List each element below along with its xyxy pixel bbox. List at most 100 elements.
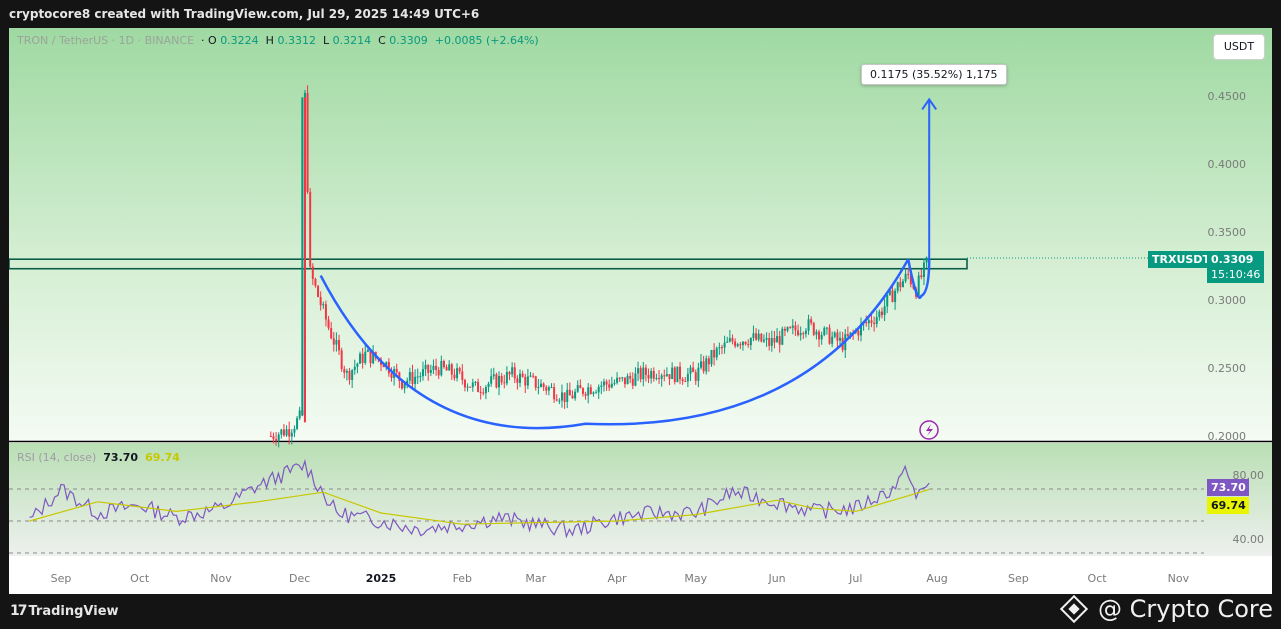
candle-body [831,336,834,344]
candle-body [463,380,466,388]
candle-body [487,383,490,388]
candle-body [584,393,587,396]
candle-body [639,368,642,380]
candle-body [857,330,860,336]
handle-curve[interactable] [906,258,931,299]
candle-body [600,385,603,387]
candle-body [351,369,354,380]
ohlc-legend[interactable]: TRON / TetherUS · 1D · BINANCE · O 0.322… [17,34,539,47]
candle-body [369,349,372,364]
lightning-icon[interactable] [919,420,939,440]
resistance-zone[interactable] [9,258,968,270]
candle-body [634,373,637,386]
candle-body [513,367,516,379]
currency-button[interactable]: USDT [1213,34,1265,60]
candle-body [783,328,786,331]
candle-body [372,351,375,364]
price-axis-label: 0.3500 [1208,226,1247,239]
candle-body [880,311,883,316]
candle-body [849,332,852,336]
candle-body [747,344,750,346]
candle-body [479,391,482,393]
cup-curve[interactable] [319,258,910,430]
candle-body [450,364,453,375]
time-axis-label: May [684,572,707,585]
candle-body [592,392,595,394]
rsi-legend[interactable]: RSI (14, close) 73.70 69.74 [17,451,180,464]
candle-body [650,370,653,379]
candle-body [322,304,325,306]
price-axis-label: 0.2000 [1208,430,1247,443]
candle-body [429,370,432,373]
candle-body [739,344,742,346]
footer-bar: 17 TradingView @ Crypto Core [0,594,1281,629]
candle-body [757,333,760,340]
candle-body [503,382,506,384]
candle-body [477,381,480,392]
candle-body [755,333,758,340]
candle-body [773,338,776,343]
time-axis-label: Nov [210,572,232,585]
time-axis-label: Nov [1168,572,1190,585]
candle-body [495,374,498,388]
candle-body [385,362,388,368]
chart-panel[interactable]: 0.4500 0.4000 0.3500 0.3000 0.2500 0.2000 Sep… [9,28,1272,594]
candle-body [888,290,891,295]
candle-body [395,368,398,373]
last-price-tag: 0.3309 [1207,251,1264,268]
measure-label[interactable]: 0.1175 (35.52%) 1,175 [861,64,1007,85]
candle-body [686,373,689,382]
candle-body [684,381,687,383]
candle-body [878,311,881,318]
candle-body [637,368,640,374]
candle-body [825,327,828,329]
candle-body [272,436,275,440]
candle-body [540,383,542,388]
candle-body [516,378,519,383]
candle-body [545,387,548,391]
candle-body [621,377,624,379]
candle-body [613,382,616,384]
candle-body [521,373,524,377]
symbol-title: TRON / TetherUS · 1D · BINANCE [17,34,195,47]
candle-body [490,376,493,384]
candle-body [886,294,889,307]
candle-body [574,391,577,399]
rsi-axis-label-40: 40.00 [1232,533,1265,546]
candle-body [804,330,807,334]
candle-body [610,383,613,388]
candle-body [511,367,514,375]
tradingview-logo[interactable]: 17 TradingView [10,603,119,619]
candle-body [390,373,393,378]
candle-body [589,387,592,394]
candle-body [720,347,723,349]
candle-body [571,395,574,399]
candle-body [760,333,763,342]
candle-body [537,387,540,389]
rsi-value-tag: 73.70 [1207,479,1249,496]
candle-body [432,365,435,371]
candle-body [500,376,503,383]
candle-body [907,273,910,275]
candle-body [382,364,385,368]
tradingview-logo-icon: 17 [10,603,28,619]
time-axis-label: Oct [1088,572,1108,585]
candle-body [836,332,839,341]
candle-body [526,376,529,386]
candle-body [671,367,674,380]
candle-body [744,341,747,345]
tradingview-logo-text: TradingView [28,603,119,619]
candle-body [587,387,590,396]
chart-canvas[interactable]: 0.4500 0.4000 0.3500 0.3000 0.2500 0.2000 Sep… [9,28,1272,594]
candle-body [343,368,346,373]
watermark-text: @ Crypto Core [1098,595,1273,623]
candle-body [658,377,661,379]
arrow-head [921,97,938,110]
candle-body [899,282,902,288]
candle-body [353,366,356,370]
candle-body [833,332,836,337]
candle-body [547,387,550,391]
time-axis-label: Jul [848,572,862,585]
candle-body [532,375,535,377]
candle-body [802,333,805,335]
